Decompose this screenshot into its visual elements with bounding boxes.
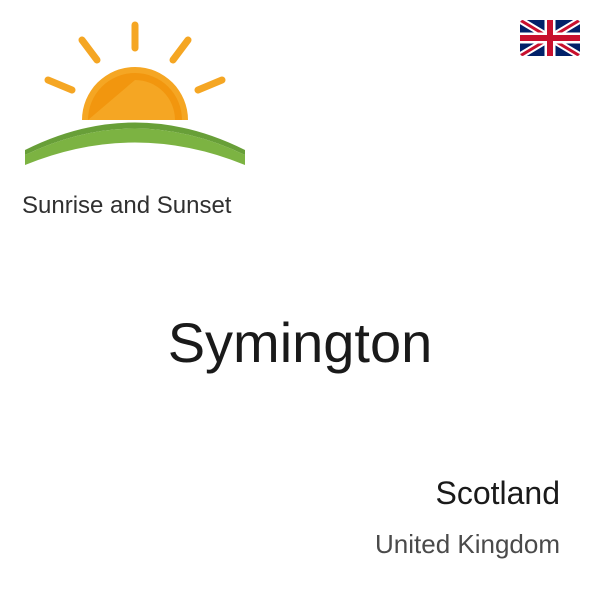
tagline-text: Sunrise and Sunset <box>22 192 231 220</box>
city-name: Symington <box>0 310 600 375</box>
sunrise-logo-icon <box>20 20 250 170</box>
region-name: Scotland <box>435 475 560 512</box>
uk-flag-icon <box>520 20 580 56</box>
country-name: United Kingdom <box>375 529 560 560</box>
